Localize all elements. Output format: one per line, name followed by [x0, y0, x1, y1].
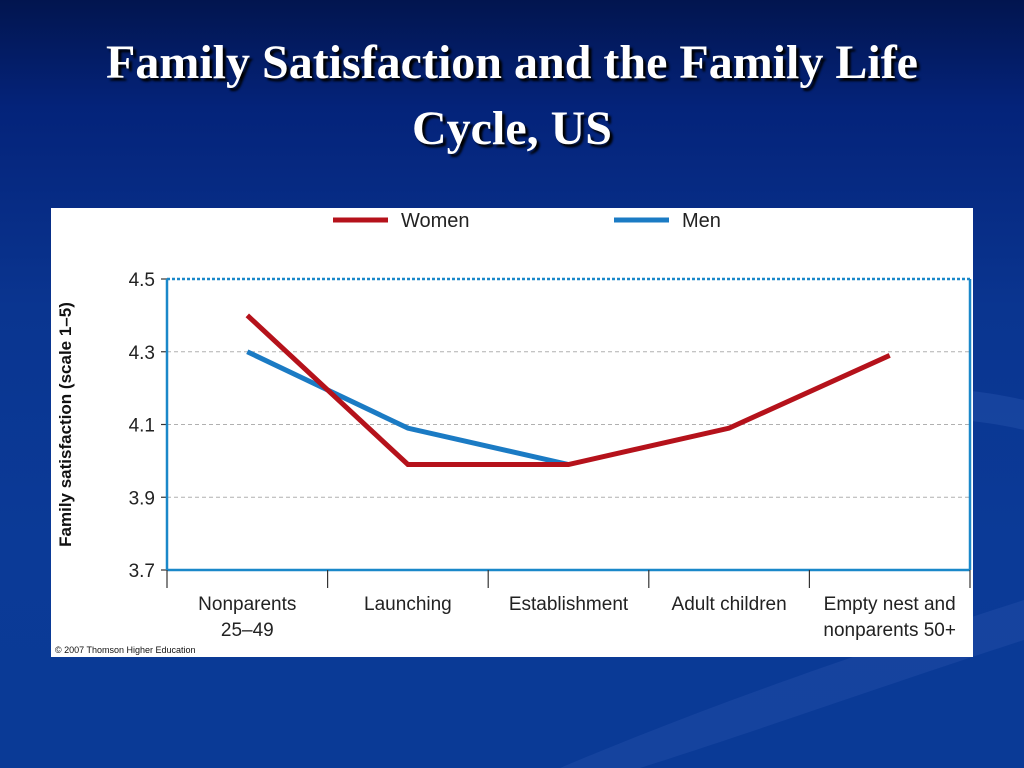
line-chart: 4.5 4.3 4.1 3.9 3.7 Nonparents 25–49 Launching E…: [56, 210, 972, 641]
y-tick-label: 3.9: [129, 488, 155, 509]
copyright-note: © 2007 Thomson Higher Education: [55, 645, 196, 655]
x-category-label: Launching: [364, 594, 452, 615]
y-tick-label: 3.7: [129, 561, 155, 582]
chart-panel: 4.5 4.3 4.1 3.9 3.7 Nonparents 25–49 Launching E…: [51, 208, 973, 657]
x-category-label: Empty nest and: [824, 594, 956, 615]
legend-label-women: Women: [401, 210, 470, 232]
x-category-label: Adult children: [672, 594, 787, 615]
y-tick-label: 4.3: [129, 343, 155, 364]
x-category-label: 25–49: [221, 620, 274, 641]
x-category-label: nonparents 50+: [823, 620, 956, 641]
y-tick-label: 4.5: [129, 270, 155, 291]
series-line-men: [246, 349, 570, 467]
slide-title: Family Satisfaction and the Family Life …: [106, 36, 918, 155]
legend-label-men: Men: [682, 210, 721, 232]
y-axis-label: Family satisfaction (scale 1–5): [56, 302, 75, 547]
series-line-women: [245, 313, 891, 468]
y-tick-label: 4.1: [129, 416, 155, 437]
x-category-label: Establishment: [509, 594, 629, 615]
x-category-label: Nonparents: [198, 594, 296, 615]
